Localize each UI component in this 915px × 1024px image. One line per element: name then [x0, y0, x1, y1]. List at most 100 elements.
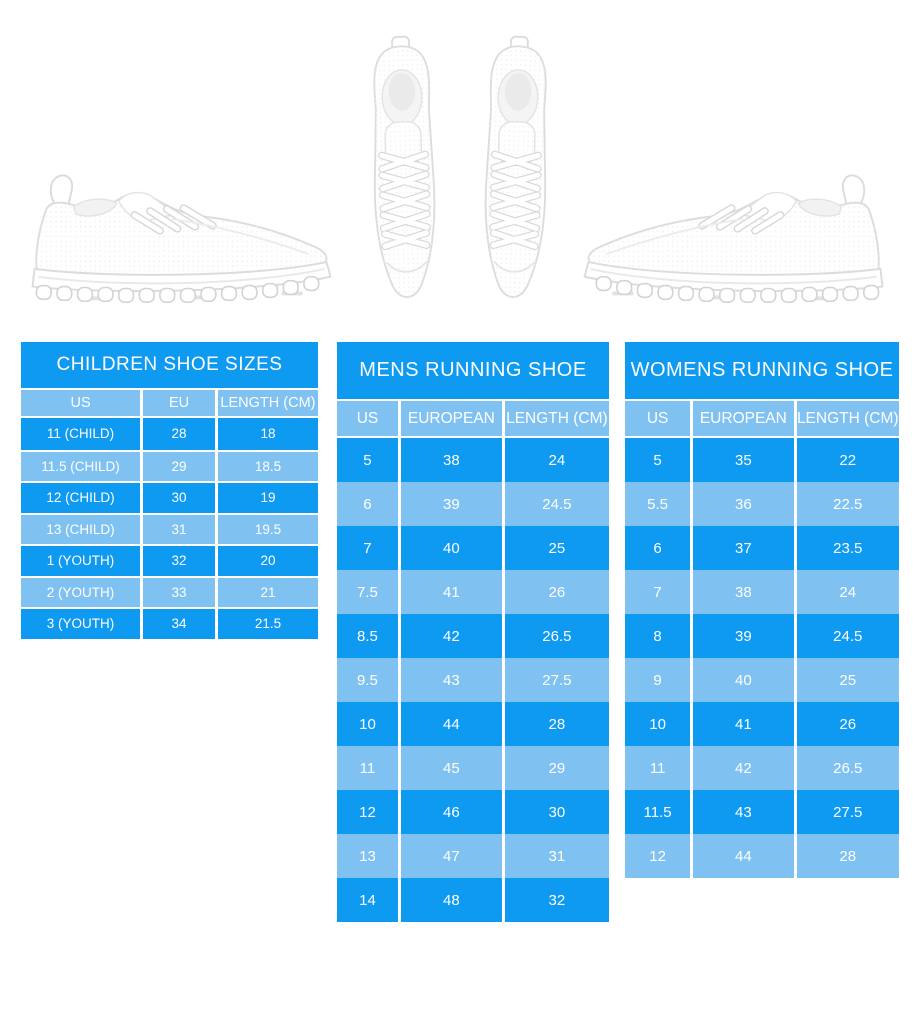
table-body: 11 (CHILD) 28 18 11.5 (CHILD) 29 18.5 12 (CHIL…	[21, 418, 318, 639]
table-cell: 26.5	[501, 614, 609, 658]
table-cell: 43	[690, 790, 793, 834]
table-cell: 30	[140, 483, 215, 513]
table-cell: 27.5	[501, 658, 609, 702]
table-row: 5.5 36 22.5	[625, 482, 899, 526]
table-row: 10 41 26	[625, 702, 899, 746]
table-cell: 41	[690, 702, 793, 746]
table-row: 9 40 25	[625, 658, 899, 702]
table-cell: 30	[501, 790, 609, 834]
table-row: 11 42 26.5	[625, 746, 899, 790]
table-cell: 20	[214, 546, 318, 576]
table-row: 7 40 25	[337, 526, 609, 570]
table-cell: 25	[501, 526, 609, 570]
table-cell: 10	[359, 715, 376, 733]
table-row: 11.5 43 27.5	[625, 790, 899, 834]
table-cell: 18.5	[214, 451, 318, 481]
children-size-table: CHILDREN SHOE SIZES US EU LENGTH (CM) 11 (…	[21, 342, 318, 639]
table-row: 12 44 28	[625, 834, 899, 878]
table-cell: 10	[649, 715, 666, 733]
table-cell: 24.5	[501, 482, 609, 526]
table-cell: 5	[653, 451, 662, 469]
table-row: 7 38 24	[625, 570, 899, 614]
table-row: 14 48 32	[337, 878, 609, 922]
table-cell: 39	[397, 482, 502, 526]
table-cell: 38	[397, 438, 502, 482]
table-cell: 35	[690, 438, 793, 482]
table-cell: 19.5	[214, 514, 318, 544]
table-row: 5 38 24	[337, 438, 609, 482]
table-cell: 12	[359, 803, 376, 821]
table-cell: 22.5	[793, 482, 899, 526]
table-cell: 6	[653, 539, 662, 557]
table-row: 11 (CHILD) 28 18	[21, 418, 318, 450]
table-cell: 8	[653, 627, 662, 645]
table-cell: 48	[397, 878, 502, 922]
table-row: 9.5 43 27.5	[337, 658, 609, 702]
womens-size-table: WOMENS RUNNING SHOE US EUROPEAN LENGTH (CM…	[625, 342, 899, 878]
table-cell: 19	[214, 483, 318, 513]
table-cell: 42	[397, 614, 502, 658]
table-header-row: US EUROPEAN LENGTH (CM)	[625, 399, 899, 438]
table-cell: 37	[690, 526, 793, 570]
table-cell: 26	[793, 702, 899, 746]
table-cell: 14	[359, 891, 376, 909]
sneaker-pair-top-view-image	[352, 26, 568, 318]
table-cell: 9	[653, 671, 662, 689]
table-row: 6 39 24.5	[337, 482, 609, 526]
table-cell: 11.5 (CHILD)	[41, 458, 120, 474]
table-cell: 12 (CHILD)	[46, 490, 115, 506]
table-cell: 43	[397, 658, 502, 702]
table-cell: 44	[397, 702, 502, 746]
table-cell: 12	[649, 847, 666, 865]
table-cell: 44	[690, 834, 793, 878]
table-row: 1 (YOUTH) 32 20	[21, 544, 318, 576]
column-header-us: US	[70, 395, 91, 411]
table-cell: 25	[793, 658, 899, 702]
table-row: 6 37 23.5	[625, 526, 899, 570]
table-cell: 11 (CHILD)	[46, 426, 115, 442]
column-header-european: EUROPEAN	[397, 401, 502, 436]
column-header-length-cm-: LENGTH (CM)	[214, 390, 318, 416]
table-row: 7.5 41 26	[337, 570, 609, 614]
table-cell: 27.5	[793, 790, 899, 834]
table-cell: 21	[214, 577, 318, 607]
table-cell: 11	[649, 759, 666, 777]
size-tables-section: CHILDREN SHOE SIZES US EU LENGTH (CM) 11 (…	[21, 342, 899, 922]
column-header-length-cm-: LENGTH (CM)	[793, 401, 899, 436]
table-cell: 28	[793, 834, 899, 878]
table-cell: 24.5	[793, 614, 899, 658]
table-cell: 28	[140, 418, 215, 450]
table-row: 8.5 42 26.5	[337, 614, 609, 658]
table-cell: 34	[140, 609, 215, 639]
column-header-us: US	[646, 409, 669, 427]
table-cell: 31	[501, 834, 609, 878]
sneaker-top-view-left-icon	[348, 25, 460, 320]
column-header-length-cm-: LENGTH (CM)	[501, 401, 609, 436]
table-cell: 13	[359, 847, 376, 865]
sneaker-side-view-left-image	[18, 166, 345, 313]
table-cell: 22	[793, 438, 899, 482]
mens-size-table: MENS RUNNING SHOE US EUROPEAN LENGTH (CM) …	[337, 342, 609, 922]
table-cell: 46	[397, 790, 502, 834]
column-header-eu: EU	[140, 390, 215, 416]
table-cell: 31	[140, 514, 215, 544]
sneaker-side-view-right-image	[570, 166, 897, 313]
table-row: 11.5 (CHILD) 29 18.5	[21, 449, 318, 481]
table-header-row: US EUROPEAN LENGTH (CM)	[337, 399, 609, 438]
table-cell: 6	[363, 495, 372, 513]
table-row: 8 39 24.5	[625, 614, 899, 658]
table-title-mens: MENS RUNNING SHOE	[337, 342, 609, 399]
table-cell: 26	[501, 570, 609, 614]
table-body: 5 35 22 5.5 36 22.5 6 37 23.5 7 38 24 8 39 24.5 9 40 25 10…	[625, 438, 899, 878]
table-cell: 32	[501, 878, 609, 922]
table-cell: 5	[363, 451, 372, 469]
table-cell: 9.5	[357, 671, 378, 689]
table-cell: 5.5	[647, 495, 669, 513]
table-cell: 24	[501, 438, 609, 482]
table-cell: 40	[690, 658, 793, 702]
table-cell: 38	[690, 570, 793, 614]
table-row: 13 (CHILD) 31 19.5	[21, 512, 318, 544]
table-title-children: CHILDREN SHOE SIZES	[21, 342, 318, 388]
table-cell: 18	[214, 418, 318, 450]
table-cell: 32	[140, 546, 215, 576]
